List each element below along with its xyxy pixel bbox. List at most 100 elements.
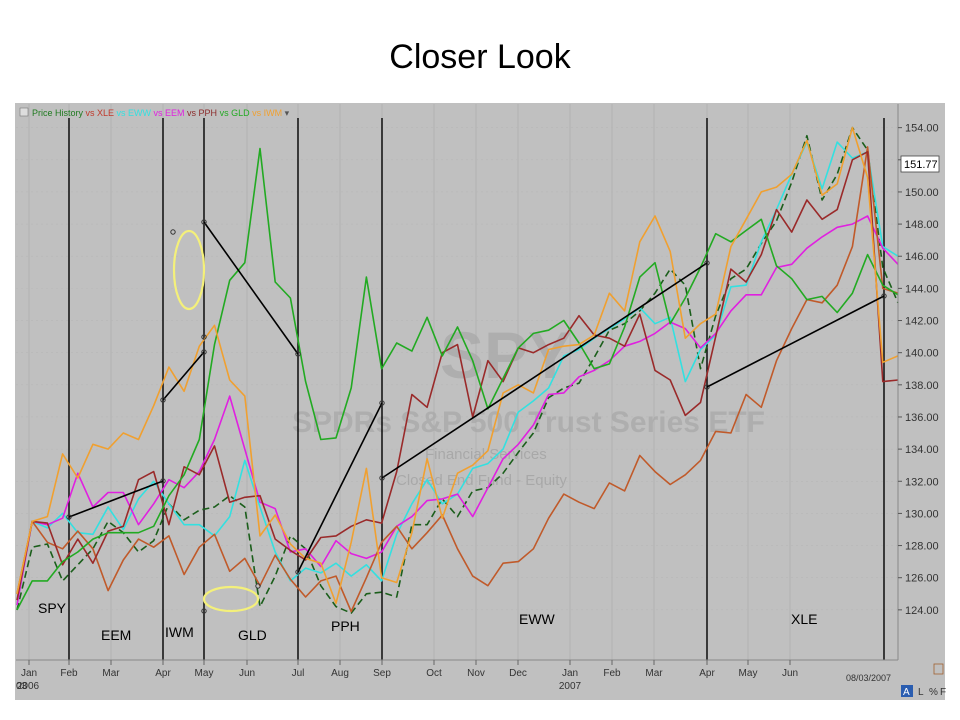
watermark-category: Closed End Fund - Equity — [396, 472, 567, 489]
trend-line — [162, 351, 205, 401]
y-tick-label: 134.00 — [905, 444, 939, 456]
last-price-box — [900, 155, 940, 173]
toolbar-f[interactable]: F — [940, 687, 946, 698]
slide-title: Closer Look — [389, 38, 571, 76]
x-start-label: 03 — [16, 681, 28, 692]
trend-line-anchor — [704, 384, 710, 390]
end-date-label: 08/03/2007 — [846, 673, 891, 683]
trend-line — [297, 402, 383, 573]
y-tick-label: 150.00 — [905, 187, 939, 199]
y-tick-label: 140.00 — [905, 348, 939, 360]
series-gld — [16, 147, 899, 611]
x-tick-label: Jan — [562, 668, 578, 679]
trend-line-anchor — [295, 569, 301, 575]
marker-point — [255, 583, 261, 589]
y-tick-label: 136.00 — [905, 412, 939, 424]
y-tick-label: 126.00 — [905, 573, 939, 585]
annotation-xle: XLE — [791, 611, 817, 627]
trend-line-anchor — [201, 349, 207, 355]
trend-line — [706, 295, 885, 388]
annotations: SPY EEM IWM GLD PPH EWW XLE — [38, 600, 817, 643]
x-tick-label: May — [195, 668, 214, 679]
x-tick-label: Feb — [60, 668, 78, 679]
x-tick-label: Aug — [331, 668, 349, 679]
series-xle — [16, 146, 899, 613]
series-lines — [16, 126, 899, 614]
y-tick-label: 144.00 — [905, 283, 939, 295]
x-tick-label: May — [739, 668, 758, 679]
x-tick-label: Feb — [603, 668, 621, 679]
trend-line — [68, 480, 164, 518]
x-tick-label: Jun — [239, 668, 255, 679]
y-tick-label: 154.00 — [905, 123, 939, 135]
trend-line-anchor — [160, 397, 166, 403]
y-tick-label: 128.00 — [905, 541, 939, 553]
toolbar-a-bg — [901, 685, 913, 697]
legend-item[interactable]: vs GLD — [217, 108, 250, 118]
legend-item[interactable]: vs PPH — [185, 108, 218, 118]
legend-item[interactable]: vs IWM — [250, 108, 283, 118]
x-tick-label: Jul — [292, 668, 305, 679]
trend-line-anchor — [881, 293, 887, 299]
toolbar-l[interactable]: L — [918, 687, 924, 698]
y-tick-label: 130.00 — [905, 508, 939, 520]
y-tick-label: 146.00 — [905, 251, 939, 263]
trend-line-anchor — [160, 478, 166, 484]
trend-line-anchor — [66, 514, 72, 520]
x-year-label: 2006 — [17, 681, 40, 692]
trend-line — [203, 221, 299, 355]
x-axis: Jan Feb Mar Apr May Jun Jul Aug Sep Oct Nov Dec Jan F… — [16, 659, 898, 692]
legend-item[interactable]: vs EWW — [114, 108, 151, 118]
x-year-label: 2007 — [559, 681, 582, 692]
x-tick-label: Apr — [155, 668, 171, 679]
legend-item[interactable]: vs XLE — [83, 108, 114, 118]
y-tick-label: 148.00 — [905, 219, 939, 231]
toolbar-percent[interactable]: % — [929, 687, 938, 698]
trend-line — [381, 262, 708, 479]
highlight-ellipse — [202, 585, 260, 613]
x-tick-label: Mar — [102, 668, 120, 679]
annotation-iwm: IWM — [165, 624, 194, 640]
annotation-spy: SPY — [38, 600, 67, 616]
x-tick-label: Mar — [645, 668, 663, 679]
marker-point — [201, 608, 207, 614]
annotation-pph: PPH — [331, 618, 360, 634]
legend-item[interactable]: vs EEM — [151, 108, 185, 118]
series-eem — [16, 215, 899, 606]
annotation-eww: EWW — [519, 611, 556, 627]
event-lines — [68, 118, 885, 660]
watermark: SPY SPDRs S&P 500 Trust Series ETF Financi… — [292, 318, 765, 489]
trend-line-anchor — [379, 475, 385, 481]
chart-toolbar[interactable]: A L% F — [901, 663, 946, 698]
trend-line-anchor — [295, 351, 301, 357]
marker-point — [170, 229, 176, 235]
y-tick-label: 132.00 — [905, 476, 939, 488]
toolbar-a[interactable]: A — [903, 687, 910, 698]
trend-line-anchor — [704, 260, 710, 266]
annotation-eem: EEM — [101, 627, 131, 643]
pencil-icon — [933, 663, 944, 675]
x-tick-label: Jan — [21, 668, 37, 679]
series-spy — [16, 126, 899, 614]
marker-point — [201, 334, 207, 340]
legend-checkbox — [19, 107, 29, 117]
y-tick-label: 138.00 — [905, 380, 939, 392]
x-tick-label: Oct — [426, 668, 442, 679]
legend-item[interactable]: ▾ — [282, 108, 290, 118]
x-tick-label: Jun — [782, 668, 798, 679]
legend-text: Price History vs XLE vs EWW vs EEM vs PP… — [32, 108, 290, 118]
x-tick-label: Nov — [467, 668, 485, 679]
x-tick-label: Sep — [373, 668, 391, 679]
annotation-gld: GLD — [238, 627, 267, 643]
legend-item[interactable]: Price History — [32, 108, 84, 118]
trend-lines — [66, 219, 887, 614]
series-iwm — [16, 126, 899, 605]
y-tick-label: 142.00 — [905, 316, 939, 328]
watermark-ticker: SPY — [440, 318, 572, 392]
legend[interactable]: Price History vs XLE vs EWW vs EEM vs PP… — [19, 107, 290, 118]
x-tick-label: Dec — [509, 668, 527, 679]
watermark-sector: Financial Services — [425, 446, 547, 463]
y-tick-label: 124.00 — [905, 605, 939, 617]
last-price-label: 151.77 — [904, 159, 938, 171]
